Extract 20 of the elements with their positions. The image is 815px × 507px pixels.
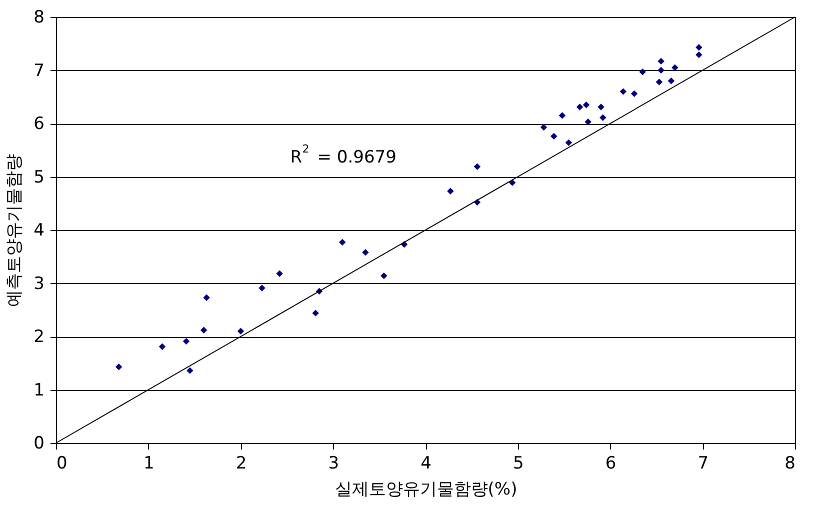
x-axis-title: 실제토양유기물함량(%) [334,480,518,500]
x-tick-label: 8 [784,454,796,474]
y-tick-label: 4 [34,220,44,240]
y-tick-label: 7 [34,60,44,81]
y-tick-label: 2 [34,327,44,347]
x-tick-label: 1 [143,454,154,474]
x-tick-label: 4 [420,454,432,474]
x-tick-label: 6 [605,454,616,474]
x-tick-label: 2 [236,454,247,474]
x-tick-label: 0 [56,454,68,474]
x-tick-label: 3 [328,454,340,474]
y-tick-label: 6 [34,114,44,134]
x-tick-label: 7 [698,454,709,474]
y-tick-label: 8 [34,8,44,28]
y-tick-label: 5 [34,167,44,188]
y-axis-title: 예측토양유기물함량 [4,154,25,307]
y-tick-label: 1 [34,380,44,400]
y-tick-label: 3 [34,274,44,294]
y-tick-label: 0 [34,434,44,454]
x-tick-label: 5 [512,454,524,474]
